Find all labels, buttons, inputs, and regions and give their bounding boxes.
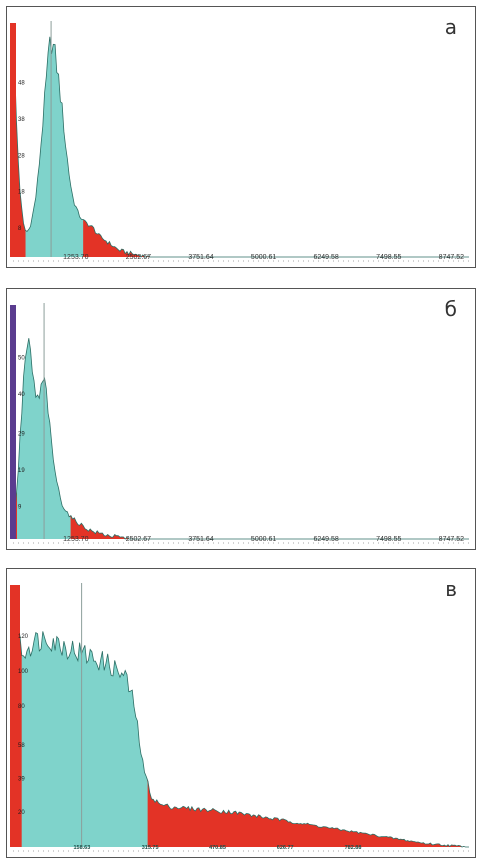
y-tick-label: 18	[18, 190, 25, 196]
histogram-chart-a: 1253.70 2502.67 3751.64 5000.61 6249.58 7498.…	[10, 21, 469, 262]
x-tick-label: 3751.64	[188, 536, 213, 543]
x-tick-label: 7498.55	[376, 536, 401, 543]
x-tick-label: 626.77	[277, 845, 294, 851]
histogram-chart-b: 1253.70 2502.67 3751.64 5000.61 6249.58 7498.…	[10, 303, 469, 544]
histogram-gated-area	[21, 631, 148, 847]
histogram-left-bar	[10, 305, 16, 539]
x-tick-label: 7498.55	[376, 254, 401, 261]
x-tick-label: 470.85	[209, 845, 226, 851]
x-tick-label: 158.63	[73, 845, 90, 851]
x-tick-label: 1253.70	[63, 254, 88, 261]
x-tick-label: 2502.67	[126, 254, 151, 261]
y-tick-label: 8	[18, 226, 22, 232]
panel-label-a: а	[444, 15, 457, 39]
x-tick-label: 782.88	[345, 845, 362, 851]
x-tick-label: 2502.67	[126, 536, 151, 543]
y-tick-label: 29	[18, 432, 25, 438]
histogram-chart-c: 158.63315.75470.85626.77782.881093.92120…	[10, 583, 469, 852]
y-tick-label: 28	[18, 153, 25, 159]
x-tick-label: 1253.70	[63, 536, 88, 543]
y-tick-label: 38	[18, 117, 25, 123]
panel-label-c: в	[445, 577, 457, 601]
histogram-outline	[12, 36, 469, 258]
histogram-gated-area	[25, 36, 84, 257]
histogram-outline	[12, 338, 469, 540]
y-tick-label: 19	[18, 468, 25, 474]
panel-label-b: б	[444, 297, 457, 321]
histogram-left-bar	[10, 585, 20, 847]
x-tick-label: 8747.52	[439, 536, 464, 543]
histogram-panel-c: 158.63315.75470.85626.77782.881093.92120…	[6, 568, 476, 858]
y-tick-label: 120	[18, 634, 29, 640]
y-tick-label: 39	[18, 776, 25, 782]
x-tick-label: 6249.58	[314, 254, 339, 261]
y-tick-label: 100	[18, 669, 29, 675]
histogram-outline	[12, 597, 469, 848]
x-tick-label: 5000.61	[251, 536, 276, 543]
histogram-panel-b: 1253.70 2502.67 3751.64 5000.61 6249.58 7498.…	[6, 288, 476, 550]
x-tick-label: 3751.64	[188, 254, 213, 261]
x-tick-label: 5000.61	[251, 254, 276, 261]
y-tick-label: 50	[18, 355, 25, 361]
histogram-outside-gate-area	[13, 338, 469, 539]
y-tick-label: 40	[18, 392, 25, 398]
y-tick-label: 48	[18, 81, 25, 87]
x-tick-label: 8747.52	[439, 254, 464, 261]
x-tick-label: 6249.58	[314, 536, 339, 543]
histogram-left-bar	[10, 23, 16, 257]
y-tick-label: 9	[18, 504, 22, 510]
histogram-panel-a: 1253.70 2502.67 3751.64 5000.61 6249.58 7498.…	[6, 6, 476, 268]
y-tick-label: 58	[18, 743, 25, 749]
y-tick-label: 80	[18, 704, 25, 710]
x-tick-label: 315.75	[142, 845, 159, 851]
y-tick-label: 20	[18, 810, 25, 816]
